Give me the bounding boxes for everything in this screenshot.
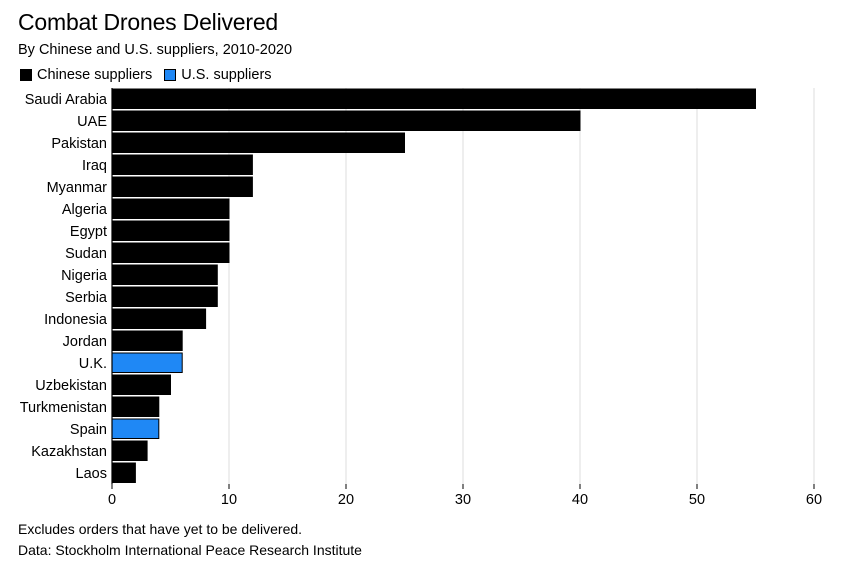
x-tick-label-10: 10	[221, 492, 237, 508]
category-label-u-k: U.K.	[79, 356, 107, 372]
bar-spain	[111, 418, 160, 439]
category-label-iraq: Iraq	[82, 158, 107, 174]
category-label-egypt: Egypt	[70, 224, 107, 240]
bar-iraq	[111, 154, 253, 175]
x-tick-label-30: 30	[455, 492, 471, 508]
bar-u-k	[111, 352, 183, 373]
source-note: Data: Stockholm International Peace Rese…	[18, 542, 362, 558]
x-tick-label-20: 20	[338, 492, 354, 508]
x-tick-label-40: 40	[572, 492, 588, 508]
legend-item-us: U.S. suppliers	[164, 67, 272, 83]
category-label-kazakhstan: Kazakhstan	[31, 444, 107, 460]
footnote: Excludes orders that have yet to be deli…	[18, 521, 303, 537]
x-tick-label-0: 0	[108, 492, 116, 508]
bar-algeria	[111, 198, 230, 219]
legend-item-chinese: Chinese suppliers	[20, 67, 152, 83]
category-label-uae: UAE	[77, 114, 107, 130]
category-label-indonesia: Indonesia	[44, 312, 108, 328]
category-label-spain: Spain	[70, 422, 107, 438]
bar-saudi-arabia	[111, 88, 756, 109]
bar-egypt	[111, 220, 230, 241]
category-label-pakistan: Pakistan	[51, 136, 107, 152]
category-label-sudan: Sudan	[65, 246, 107, 262]
legend-label-us: U.S. suppliers	[181, 67, 272, 83]
category-label-myanmar: Myanmar	[47, 180, 108, 196]
bar-uzbekistan	[111, 374, 171, 395]
bar-kazakhstan	[111, 440, 148, 461]
chart-title: Combat Drones Delivered	[18, 9, 279, 35]
category-label-saudi-arabia: Saudi Arabia	[25, 92, 108, 108]
chart-subtitle: By Chinese and U.S. suppliers, 2010-2020	[18, 42, 293, 58]
bar-laos	[111, 462, 136, 483]
bar-serbia	[111, 286, 218, 307]
category-label-nigeria: Nigeria	[61, 268, 108, 284]
legend-swatch-chinese	[20, 69, 32, 81]
category-label-turkmenistan: Turkmenistan	[20, 400, 107, 416]
category-label-uzbekistan: Uzbekistan	[35, 378, 107, 394]
legend-label-chinese: Chinese suppliers	[37, 67, 153, 83]
x-tick-label-60: 60	[806, 492, 822, 508]
bar-nigeria	[111, 264, 218, 285]
bar-turkmenistan	[111, 396, 160, 417]
x-tick-label-50: 50	[689, 492, 705, 508]
category-label-laos: Laos	[76, 466, 107, 482]
bar-pakistan	[111, 132, 405, 153]
category-label-serbia: Serbia	[65, 290, 108, 306]
bar-indonesia	[111, 308, 207, 329]
category-label-jordan: Jordan	[63, 334, 107, 350]
bar-sudan	[111, 242, 230, 263]
category-label-algeria: Algeria	[62, 202, 108, 218]
bar-uae	[111, 110, 581, 131]
bar-myanmar	[111, 176, 253, 197]
legend: Chinese suppliers U.S. suppliers	[20, 67, 284, 83]
bar-jordan	[111, 330, 183, 351]
legend-swatch-us	[164, 69, 177, 81]
